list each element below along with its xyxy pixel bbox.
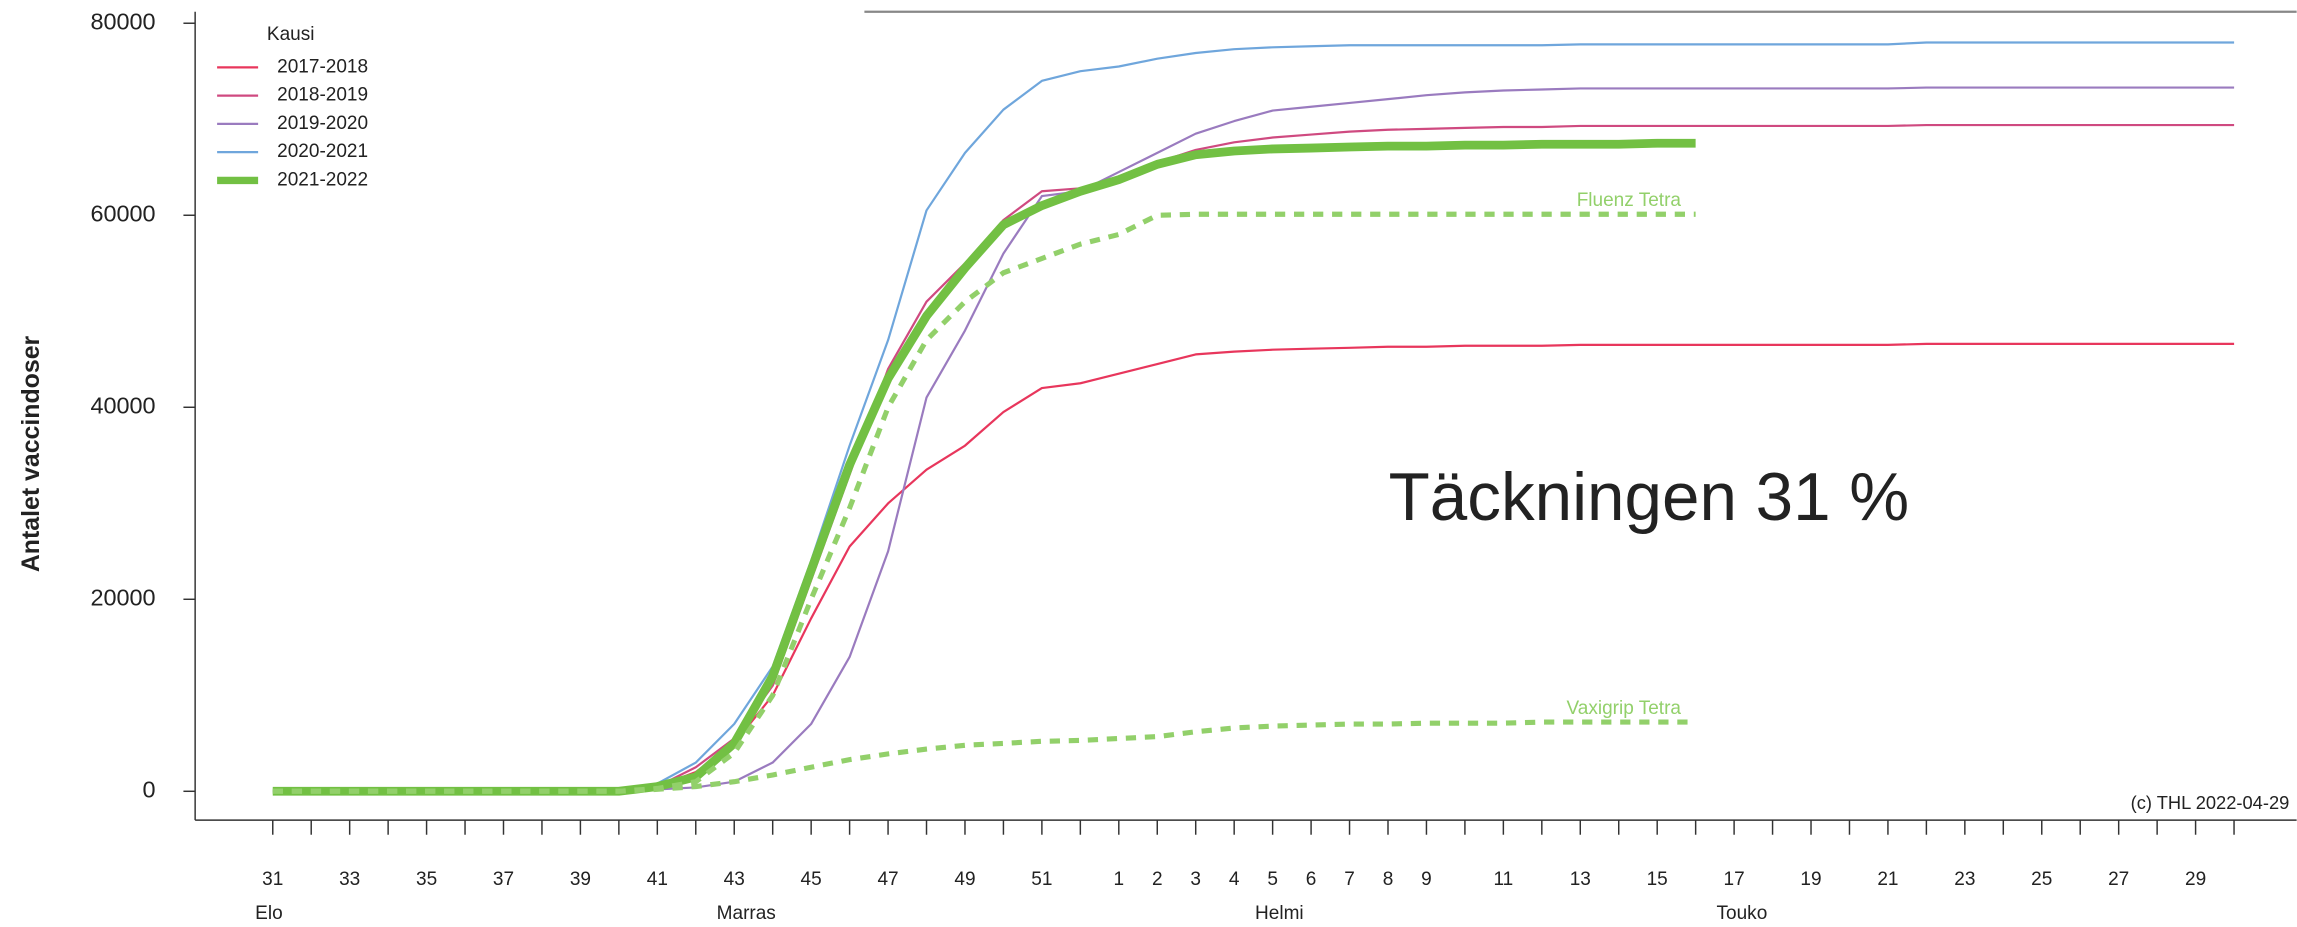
- legend-label: 2020-2021: [277, 141, 368, 162]
- y-tick-label: 20000: [90, 584, 155, 610]
- line-label: Vaxigrip Tetra: [1567, 698, 1682, 719]
- x-tick-label: 6: [1306, 869, 1317, 890]
- y-tick-label: 40000: [90, 392, 155, 418]
- x-tick-label: 23: [1954, 869, 1975, 890]
- x-tick-label: 47: [877, 869, 898, 890]
- x-tick-label: 37: [493, 869, 514, 890]
- x-tick-label: 51: [1031, 869, 1052, 890]
- x-tick-label: 29: [2185, 869, 2206, 890]
- x-tick-label: 21: [1877, 869, 1898, 890]
- y-tick-label: 80000: [90, 8, 155, 34]
- legend-label: 2018-2019: [277, 85, 368, 106]
- line-label: Fluenz Tetra: [1577, 190, 1682, 211]
- legend-title: Kausi: [267, 24, 315, 45]
- y-axis-label: Antalet vaccindoser: [17, 335, 45, 572]
- month-label: Marras: [717, 903, 776, 924]
- x-tick-label: 25: [2031, 869, 2052, 890]
- x-tick-label: 1: [1114, 869, 1125, 890]
- x-tick-label: 11: [1493, 869, 1513, 890]
- annotation: Täckningen 31 %: [1389, 460, 1910, 535]
- x-tick-label: 49: [954, 869, 975, 890]
- x-tick-label: 3: [1190, 869, 1201, 890]
- legend-label: 2017-2018: [277, 56, 368, 77]
- x-tick-label: 9: [1421, 869, 1432, 890]
- x-tick-label: 4: [1229, 869, 1240, 890]
- dashed-line: [272, 719, 1696, 794]
- month-label: Elo: [255, 903, 282, 924]
- x-tick-label: 41: [647, 869, 668, 890]
- x-tick-label: 31: [262, 869, 283, 890]
- y-tick-label: 0: [143, 776, 156, 802]
- x-tick-label: 27: [2108, 869, 2129, 890]
- x-tick-label: 8: [1383, 869, 1394, 890]
- legend-label: 2021-2022: [277, 169, 368, 190]
- x-tick-label: 39: [570, 869, 591, 890]
- x-tick-label: 35: [416, 869, 437, 890]
- legend-label: 2019-2020: [277, 113, 368, 134]
- month-label: Touko: [1717, 903, 1768, 924]
- x-tick-label: 19: [1800, 869, 1821, 890]
- x-tick-label: 7: [1344, 869, 1355, 890]
- x-tick-label: 15: [1647, 869, 1668, 890]
- credit: (c) THL 2022-04-29: [2131, 792, 2290, 813]
- x-tick-label: 33: [339, 869, 360, 890]
- x-tick-label: 2: [1152, 869, 1163, 890]
- month-label: Helmi: [1255, 903, 1304, 924]
- x-tick-label: 45: [801, 869, 822, 890]
- x-tick-label: 5: [1267, 869, 1278, 890]
- x-tick-label: 43: [724, 869, 745, 890]
- x-tick-label: 17: [1724, 869, 1745, 890]
- x-tick-label: 13: [1570, 869, 1591, 890]
- y-tick-label: 60000: [90, 200, 155, 226]
